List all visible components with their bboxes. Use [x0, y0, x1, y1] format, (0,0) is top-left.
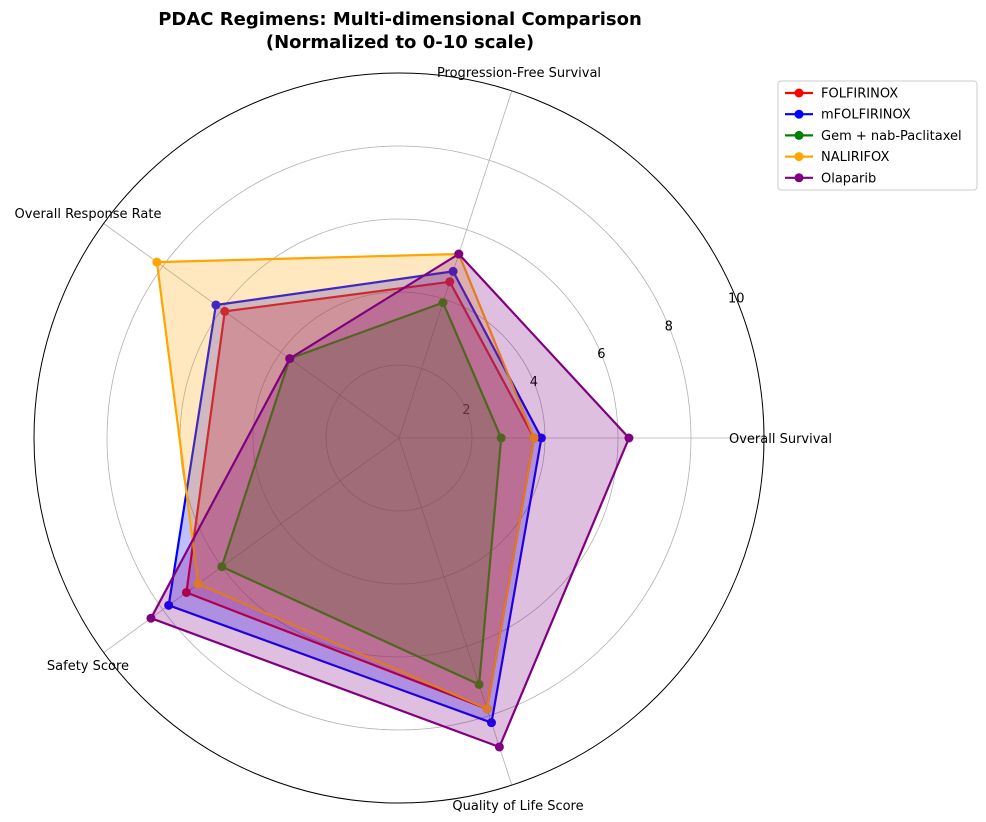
polar-grid: 2 4 6 8 10: [33, 72, 765, 804]
legend-label: Gem + nab-Paclitaxel: [821, 129, 962, 144]
series-point: [164, 600, 174, 610]
series-point: [146, 613, 156, 623]
legend-marker: [794, 173, 804, 183]
legend-frame: [777, 80, 978, 191]
series-point: [211, 300, 221, 310]
radial-tick-label: 4: [530, 375, 538, 390]
series-layer: [146, 249, 634, 752]
series-point: [486, 718, 496, 728]
legend-entry: mFOLFIRINOX: [785, 108, 911, 123]
axis-spoke: [398, 90, 513, 439]
legend-label: mFOLFIRINOX: [821, 108, 911, 123]
series-gem-nab-paclitaxel: [217, 298, 506, 689]
series-point: [482, 704, 492, 714]
series-point: [529, 433, 539, 443]
radial-tick-label: 2: [462, 403, 470, 418]
series-point: [438, 298, 448, 308]
chart-title-line-2: (Normalized to 0-10 scale): [266, 32, 534, 53]
axis-label: Progression-Free Survival: [437, 66, 601, 81]
legend-entry: Olaparib: [785, 171, 876, 186]
axis-labels: Overall Survival Progression-Free Surviva…: [15, 66, 833, 814]
series-olaparib: [146, 249, 634, 752]
chart-title: PDAC Regimens: Multi-dimensional Compari…: [158, 9, 642, 53]
legend-label: NALIRIFOX: [821, 150, 889, 165]
legend: FOLFIRINOX mFOLFIRINOX Gem + nab-Paclitaxe…: [777, 80, 978, 191]
series-point: [193, 579, 203, 589]
series-point: [217, 562, 227, 572]
legend-entry: NALIRIFOX: [785, 150, 889, 165]
radial-tick-label: 6: [597, 347, 605, 362]
series-fill: [151, 254, 629, 747]
radial-tick-label: 8: [665, 319, 673, 334]
series-point: [624, 433, 634, 443]
legend-marker: [794, 130, 804, 140]
series-line: [167, 270, 543, 724]
series-point: [454, 249, 464, 259]
radial-tick-label: 10: [728, 291, 745, 306]
series-point: [448, 266, 458, 276]
axis-label: Safety Score: [47, 659, 129, 674]
series-point: [220, 306, 230, 316]
series-line: [149, 252, 631, 749]
series-point: [496, 433, 506, 443]
series-fill: [156, 254, 534, 709]
series-point: [536, 433, 546, 443]
series-fill: [221, 302, 502, 685]
axis-label: Overall Response Rate: [15, 207, 162, 222]
series-nalirifox: [152, 249, 539, 714]
series-fill: [168, 271, 542, 723]
chart-title-line-1: PDAC Regimens: Multi-dimensional Compari…: [158, 9, 642, 30]
axis-label: Quality of Life Score: [452, 799, 583, 814]
legend-marker: [794, 109, 804, 119]
series-mfolfirinox: [164, 266, 546, 728]
series-point: [181, 587, 191, 597]
axis-label: Overall Survival: [729, 432, 832, 447]
series-line: [220, 301, 503, 686]
legend-marker: [794, 152, 804, 162]
series-point: [445, 277, 455, 287]
series-point: [474, 679, 484, 689]
axis-spoke: [103, 223, 400, 439]
legend-label: FOLFIRINOX: [821, 87, 898, 102]
legend-entry: FOLFIRINOX: [785, 87, 898, 102]
axis-spoke: [398, 437, 513, 786]
series-point: [494, 742, 504, 752]
legend-label: Olaparib: [821, 171, 876, 186]
legend-marker: [794, 88, 804, 98]
outer-ring: [33, 72, 765, 804]
series-point: [285, 354, 295, 364]
series-point: [152, 257, 162, 267]
legend-entry: Gem + nab-Paclitaxel: [785, 129, 962, 144]
series-line: [155, 252, 536, 710]
